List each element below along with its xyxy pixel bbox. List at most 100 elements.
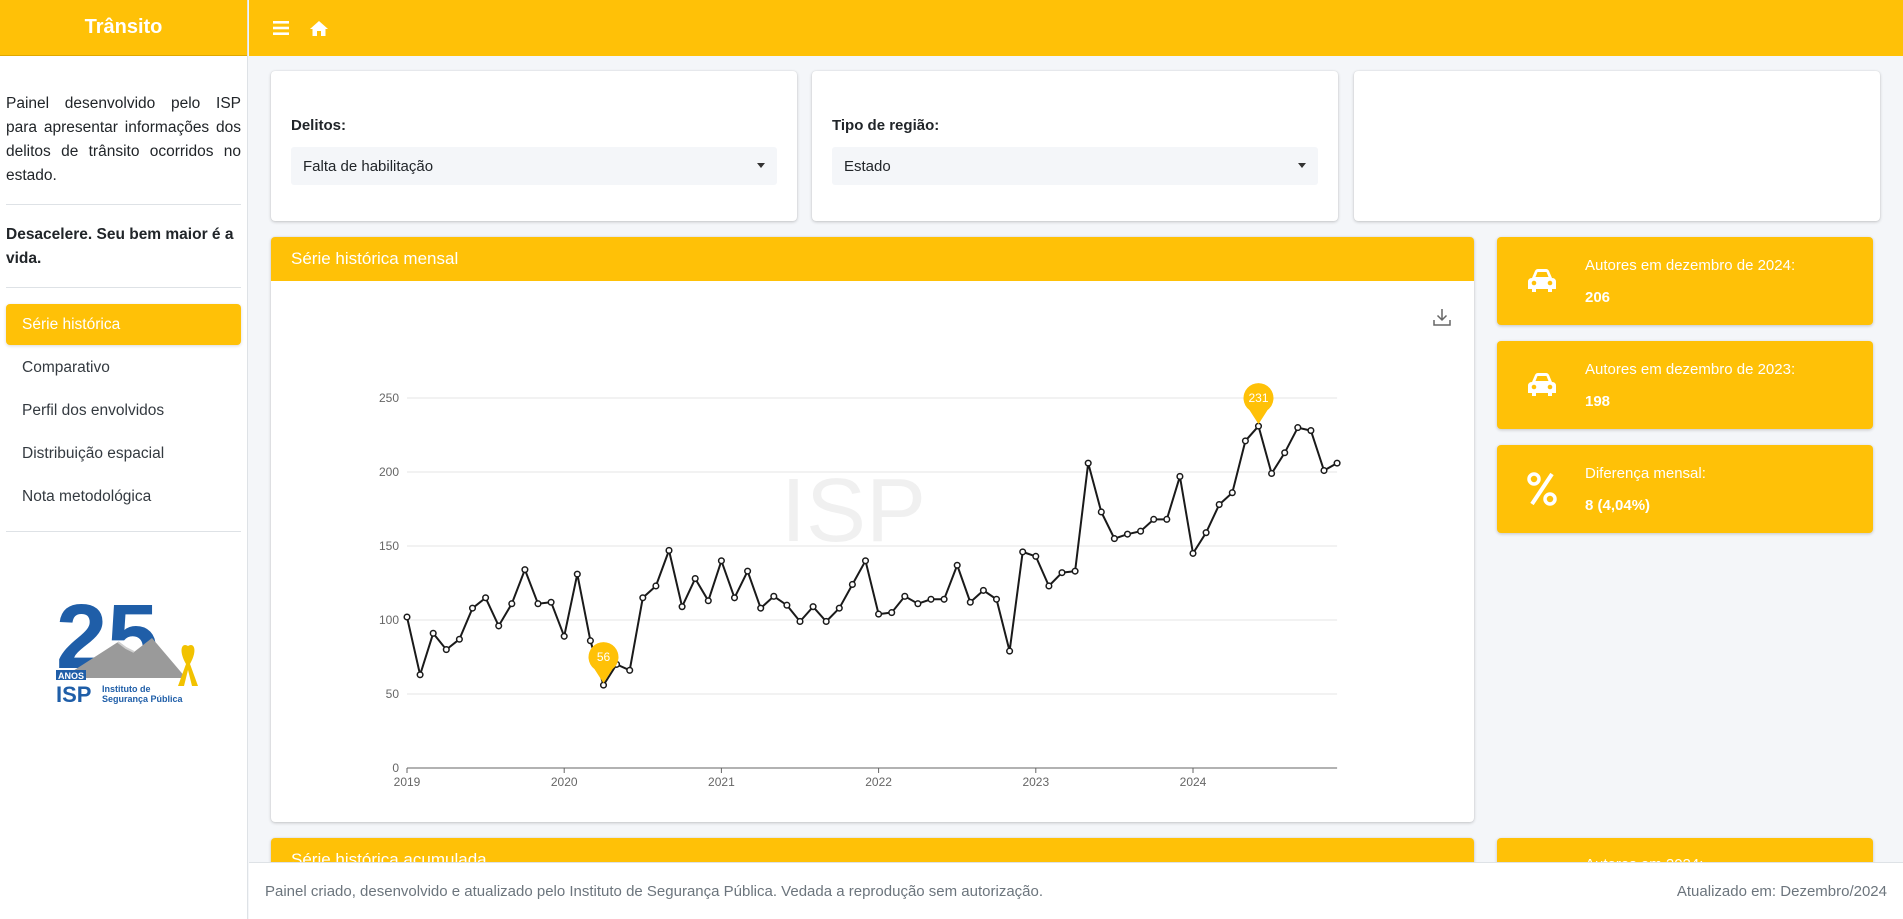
car-icon bbox=[1517, 257, 1567, 305]
data-point[interactable] bbox=[691, 575, 699, 583]
data-point[interactable] bbox=[1163, 515, 1171, 523]
data-point[interactable] bbox=[547, 598, 555, 606]
x-tick-label: 2021 bbox=[708, 775, 735, 789]
data-point[interactable] bbox=[1281, 449, 1289, 457]
data-point[interactable] bbox=[508, 600, 516, 608]
data-point[interactable] bbox=[1215, 501, 1223, 509]
footer-updated: Atualizado em: Dezembro/2024 bbox=[1676, 882, 1887, 900]
data-point[interactable] bbox=[822, 617, 830, 626]
data-point[interactable] bbox=[783, 601, 791, 609]
data-point[interactable] bbox=[534, 600, 542, 608]
data-point[interactable] bbox=[1307, 427, 1315, 435]
data-point[interactable] bbox=[1110, 535, 1118, 543]
data-point[interactable] bbox=[429, 629, 437, 637]
data-point[interactable] bbox=[599, 681, 608, 689]
data-point[interactable] bbox=[1150, 515, 1158, 523]
data-point[interactable] bbox=[626, 666, 634, 674]
sidebar-item-distribuicao[interactable]: Distribuição espacial bbox=[6, 433, 241, 474]
data-point[interactable] bbox=[1123, 530, 1132, 538]
sidebar-item-serie-historica[interactable]: Série histórica bbox=[6, 304, 241, 345]
data-point[interactable] bbox=[770, 592, 778, 600]
data-point[interactable] bbox=[1294, 424, 1302, 432]
data-point[interactable] bbox=[914, 600, 922, 608]
bars-icon[interactable] bbox=[269, 16, 293, 40]
filter-card-delitos: Delitos: Falta de habilitação bbox=[271, 71, 797, 221]
data-point[interactable] bbox=[704, 597, 712, 605]
value-pin: 231 bbox=[1243, 383, 1274, 425]
data-point[interactable] bbox=[809, 603, 817, 611]
sidebar-item-label: Perfil dos envolvidos bbox=[22, 401, 165, 419]
data-point[interactable] bbox=[442, 646, 450, 654]
sidebar-item-comparativo[interactable]: Comparativo bbox=[6, 347, 241, 388]
data-point[interactable] bbox=[1006, 647, 1014, 655]
data-point[interactable] bbox=[639, 594, 647, 602]
data-point[interactable] bbox=[1268, 469, 1276, 478]
data-point[interactable] bbox=[586, 637, 594, 645]
data-point[interactable] bbox=[757, 604, 765, 612]
info-box-diferenca: Diferença mensal: 8 (4,04%) bbox=[1497, 445, 1873, 533]
data-point[interactable] bbox=[560, 632, 568, 640]
data-point[interactable] bbox=[1176, 472, 1184, 480]
data-point[interactable] bbox=[665, 546, 673, 554]
data-point[interactable] bbox=[678, 603, 686, 611]
delitos-label: Delitos: bbox=[291, 117, 347, 134]
top-navbar bbox=[249, 0, 1903, 56]
data-point[interactable] bbox=[992, 595, 1001, 603]
sidebar-item-perfil[interactable]: Perfil dos envolvidos bbox=[6, 390, 241, 431]
monthly-chart-title: Série histórica mensal bbox=[271, 237, 1474, 281]
home-icon[interactable] bbox=[307, 16, 331, 40]
data-point[interactable] bbox=[1228, 489, 1236, 497]
data-point[interactable] bbox=[966, 598, 974, 606]
data-point[interactable] bbox=[835, 604, 843, 612]
data-point[interactable] bbox=[1045, 582, 1053, 590]
regiao-select[interactable]: Estado bbox=[832, 147, 1318, 185]
data-point[interactable] bbox=[1202, 529, 1210, 537]
data-point[interactable] bbox=[979, 586, 987, 594]
data-point[interactable] bbox=[861, 557, 870, 565]
data-point[interactable] bbox=[468, 604, 477, 612]
data-point[interactable] bbox=[730, 594, 739, 602]
data-point[interactable] bbox=[901, 592, 909, 600]
data-point[interactable] bbox=[940, 595, 948, 603]
data-point[interactable] bbox=[1189, 549, 1197, 557]
data-point[interactable] bbox=[1058, 569, 1066, 577]
data-point[interactable] bbox=[875, 610, 883, 618]
data-point[interactable] bbox=[652, 582, 660, 590]
delitos-select-value: Falta de habilitação bbox=[303, 157, 434, 175]
data-point[interactable] bbox=[848, 580, 856, 589]
data-point[interactable] bbox=[717, 557, 725, 565]
delitos-select[interactable]: Falta de habilitação bbox=[291, 147, 777, 185]
data-point[interactable] bbox=[573, 570, 581, 578]
data-point[interactable] bbox=[482, 594, 490, 602]
data-point[interactable] bbox=[1320, 466, 1328, 475]
sidebar-item-nota[interactable]: Nota metodológica bbox=[6, 476, 241, 517]
data-point[interactable] bbox=[796, 617, 804, 626]
sidebar-item-label: Nota metodológica bbox=[22, 487, 152, 505]
data-point[interactable] bbox=[1137, 527, 1145, 535]
download-icon[interactable] bbox=[1432, 307, 1452, 327]
svg-text:Segurança Pública: Segurança Pública bbox=[102, 694, 184, 704]
data-point[interactable] bbox=[416, 671, 424, 679]
brand-title[interactable]: Trânsito bbox=[0, 0, 247, 56]
series-line bbox=[406, 424, 1338, 688]
data-point[interactable] bbox=[1254, 422, 1263, 430]
data-point[interactable] bbox=[744, 567, 752, 575]
monthly-chart-card: Série histórica mensal ISP 0 50 100 150 200 2… bbox=[271, 237, 1474, 822]
data-point[interactable] bbox=[1071, 567, 1079, 575]
data-point[interactable] bbox=[455, 635, 463, 643]
data-point[interactable] bbox=[953, 561, 961, 569]
y-tick-label: 200 bbox=[379, 465, 399, 479]
data-point[interactable] bbox=[495, 622, 503, 630]
data-point[interactable] bbox=[403, 613, 411, 621]
data-point[interactable] bbox=[1084, 459, 1092, 467]
caret-down-icon bbox=[757, 163, 765, 168]
x-tick-label: 2020 bbox=[551, 775, 578, 789]
data-point[interactable] bbox=[1019, 548, 1027, 556]
data-point[interactable] bbox=[1032, 552, 1040, 560]
data-point[interactable] bbox=[888, 609, 896, 617]
data-point[interactable] bbox=[1241, 437, 1249, 445]
data-point[interactable] bbox=[1333, 459, 1341, 467]
data-point[interactable] bbox=[1097, 508, 1105, 516]
data-point[interactable] bbox=[521, 566, 529, 574]
data-point[interactable] bbox=[927, 595, 935, 603]
